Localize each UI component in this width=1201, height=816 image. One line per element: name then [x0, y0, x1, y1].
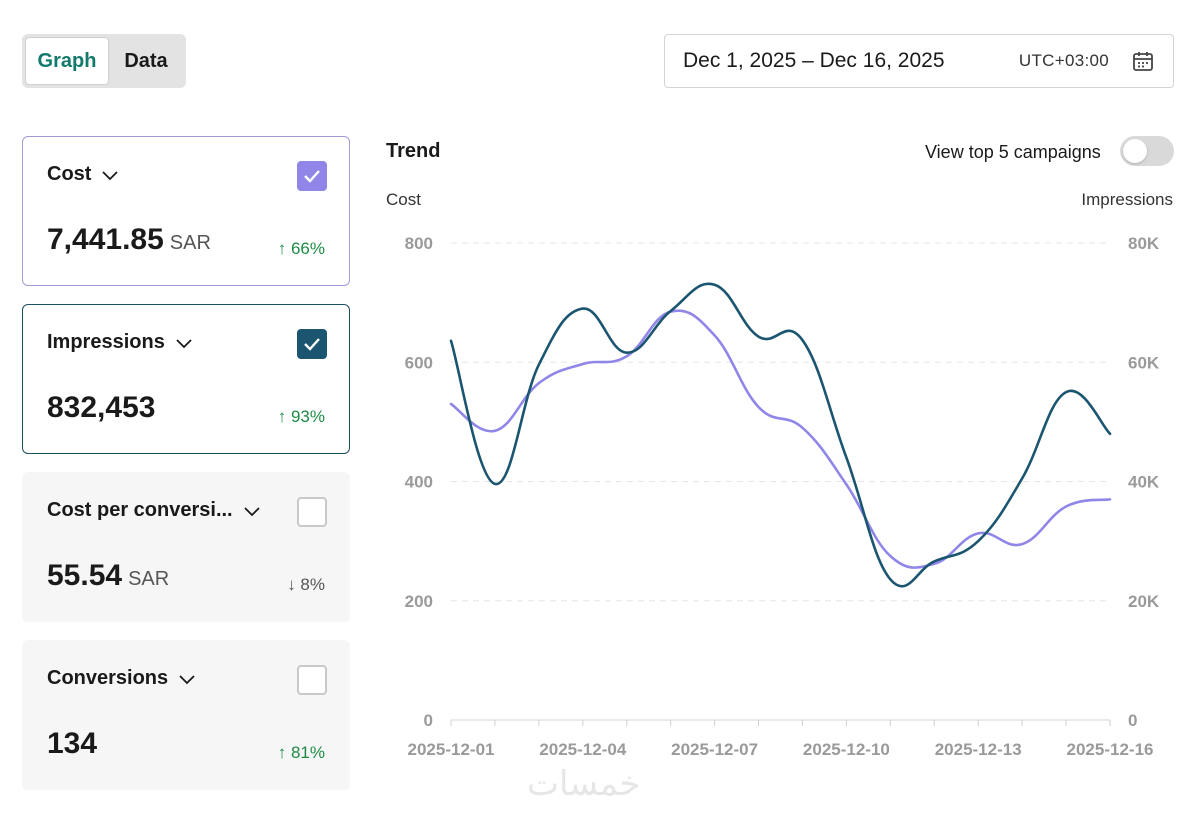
- metric-card-cost[interactable]: Cost 7,441.85 SAR ↑ 66%: [22, 136, 350, 286]
- check-icon: [304, 170, 320, 183]
- date-range-picker[interactable]: Dec 1, 2025 – Dec 16, 2025 UTC+03:00: [664, 34, 1174, 88]
- series-line-impressions: [449, 282, 1112, 588]
- x-tick-label: 2025-12-13: [935, 740, 1022, 759]
- timezone-label: UTC+03:00: [1018, 51, 1109, 70]
- watermark-logo: خمسات: [527, 764, 641, 804]
- chevron-down-icon: [179, 674, 195, 684]
- x-tick-label: 2025-12-16: [1067, 740, 1154, 759]
- chevron-down-icon: [243, 506, 260, 516]
- metric-change: ↑ 81%: [277, 743, 325, 762]
- y-tick-label-left: 0: [424, 711, 433, 730]
- metric-title: Cost: [47, 163, 92, 185]
- toggle-knob: [1123, 139, 1147, 163]
- view-toggle: Graph Data: [22, 34, 186, 88]
- metric-value: 55.54 SAR: [47, 559, 170, 592]
- chevron-down-icon: [176, 338, 192, 348]
- x-tick-label: 2025-12-04: [539, 740, 627, 759]
- metric-title: Cost per conversi...: [47, 499, 233, 521]
- top5-campaigns-label: View top 5 campaigns: [925, 142, 1101, 162]
- metric-dropdown-cost[interactable]: Cost: [47, 163, 119, 186]
- metric-dropdown-impressions[interactable]: Impressions: [47, 331, 193, 354]
- y-tick-label-left: 600: [405, 353, 433, 372]
- metric-dropdown-cost-per-conversion[interactable]: Cost per conversi...: [47, 499, 261, 522]
- y-tick-label-right: 80K: [1128, 234, 1160, 253]
- trend-title: Trend: [386, 140, 441, 162]
- x-tick-label: 2025-12-01: [408, 740, 495, 759]
- check-icon: [304, 338, 320, 351]
- calendar-icon: [1133, 52, 1153, 71]
- metric-change: ↑ 66%: [277, 239, 325, 258]
- metric-card-cost-per-conversion[interactable]: Cost per conversi... 55.54 SAR ↓ 8%: [22, 472, 350, 622]
- metric-change: ↑ 93%: [277, 407, 325, 426]
- y-tick-label-right: 40K: [1128, 473, 1160, 492]
- top5-campaigns-toggle[interactable]: [1120, 136, 1174, 166]
- metric-checkbox-impressions[interactable]: [297, 329, 327, 359]
- data-tab[interactable]: Data: [124, 49, 168, 72]
- series-line-cost: [449, 309, 1112, 569]
- metric-checkbox-cost[interactable]: [297, 161, 327, 191]
- date-range-label: Dec 1, 2025 – Dec 16, 2025: [683, 49, 945, 72]
- metric-value: 7,441.85 SAR: [47, 223, 211, 256]
- x-tick-label: 2025-12-07: [671, 740, 758, 759]
- y-tick-label-right: 60K: [1128, 353, 1160, 372]
- y-tick-label-right: 20K: [1128, 592, 1160, 611]
- metric-unit: SAR: [169, 232, 211, 254]
- metric-title: Impressions: [47, 331, 165, 353]
- y-tick-label-left: 400: [405, 473, 433, 492]
- y-tick-label-left: 200: [405, 592, 433, 611]
- metric-value: 832,453: [47, 391, 156, 424]
- metric-checkbox-cost-per-conversion[interactable]: [297, 497, 327, 527]
- metric-dropdown-conversions[interactable]: Conversions: [47, 667, 196, 690]
- metric-title: Conversions: [47, 667, 169, 689]
- y-tick-label-right: 0: [1128, 711, 1137, 730]
- metric-change: ↓ 8%: [287, 575, 325, 594]
- chevron-down-icon: [102, 170, 119, 180]
- right-axis-title: Impressions: [1081, 190, 1173, 209]
- metric-card-impressions[interactable]: Impressions 832,453 ↑ 93%: [22, 304, 350, 454]
- metric-card-conversions[interactable]: Conversions 134 ↑ 81%: [22, 640, 350, 790]
- left-axis-title: Cost: [386, 190, 421, 209]
- metric-checkbox-conversions[interactable]: [297, 665, 327, 695]
- y-tick-label-left: 800: [405, 234, 433, 253]
- x-tick-label: 2025-12-10: [803, 740, 890, 759]
- graph-tab[interactable]: Graph: [25, 37, 109, 85]
- metric-unit: SAR: [128, 568, 170, 590]
- metric-value: 134: [47, 727, 98, 760]
